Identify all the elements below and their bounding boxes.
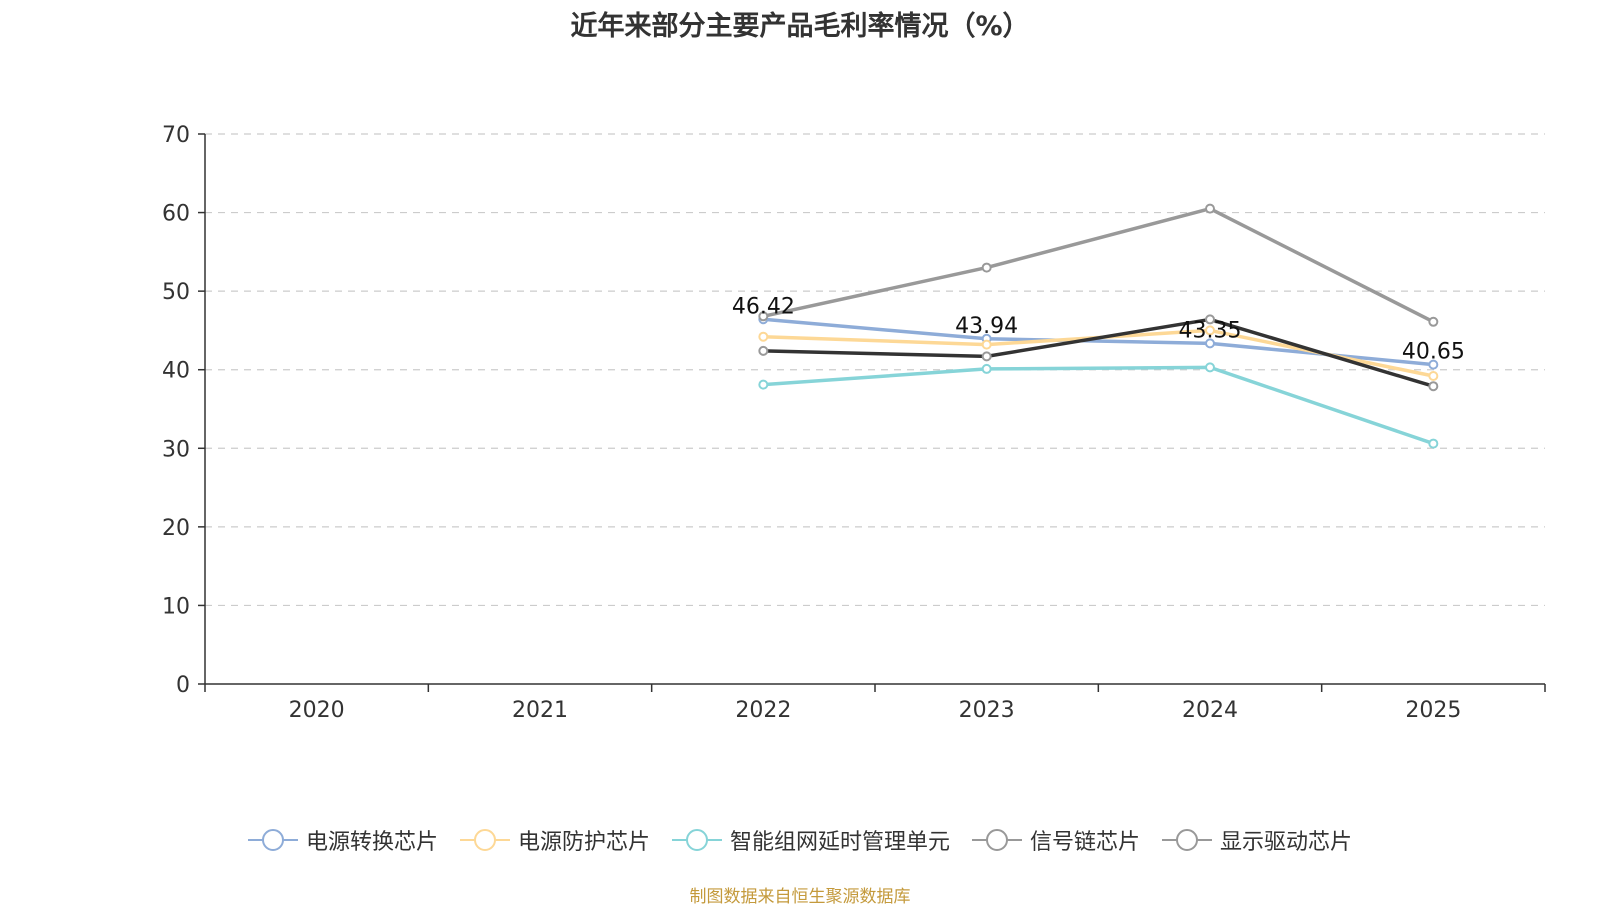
- data-point: [758, 379, 769, 390]
- series-4: [758, 314, 1439, 392]
- x-tick-label: 2020: [289, 698, 345, 723]
- data-point: [1205, 314, 1215, 325]
- legend-line-circle-icon: [1162, 829, 1213, 851]
- data-label: 46.42: [732, 294, 795, 319]
- data-point: [1428, 371, 1439, 381]
- data-point: [1428, 316, 1439, 327]
- data-point: [981, 363, 992, 374]
- y-tick-label: 40: [162, 359, 190, 384]
- legend-marker: [685, 829, 708, 851]
- x-tick-label: 2023: [959, 698, 1015, 723]
- legend-label: 电源转换芯片: [305, 830, 438, 855]
- data-point: [1428, 359, 1439, 370]
- legend-marker: [986, 829, 1008, 851]
- data-label: 43.35: [1179, 318, 1242, 343]
- source-note: 制图数据来自恒生聚源数据库: [689, 887, 911, 907]
- legend-label: 智能组网延时管理单元: [729, 830, 950, 855]
- data-point: [758, 311, 769, 322]
- data-point: [1205, 362, 1215, 373]
- y-tick-label: 10: [162, 594, 190, 619]
- data-point: [981, 262, 992, 273]
- y-tick-label: 70: [162, 123, 190, 148]
- data-point: [981, 351, 992, 362]
- legend-label: 电源防护芯片: [517, 830, 650, 855]
- x-tick-label: 2025: [1405, 698, 1461, 723]
- data-point: [1205, 325, 1215, 336]
- y-tick-label: 50: [162, 280, 190, 305]
- data-point: [981, 339, 992, 350]
- series-layer: [758, 203, 1439, 449]
- legend-label: 显示驱动芯片: [1220, 830, 1353, 855]
- x-tick-label: 2022: [735, 698, 791, 723]
- series-0: [758, 314, 1439, 370]
- grid-layer: [205, 133, 1545, 607]
- series-3: [758, 203, 1439, 327]
- series-line: [763, 317, 1434, 388]
- data-point: [1205, 338, 1215, 349]
- data-point: [1428, 438, 1439, 449]
- data-point: [1205, 203, 1215, 214]
- legend-item-networking-delay-unit[interactable]: 智能组网延时管理单元: [671, 824, 950, 856]
- data-point: [1428, 381, 1439, 392]
- x-tick-label: 2021: [512, 698, 568, 723]
- series-2: [758, 362, 1439, 449]
- series-line: [762, 206, 1435, 324]
- legend-line-circle-icon: [247, 829, 298, 851]
- legend-marker: [261, 829, 284, 851]
- legend-line-circle-icon: [671, 829, 722, 851]
- legend-marker: [473, 829, 496, 851]
- legend-item-signal-chain[interactable]: 信号链芯片: [972, 824, 1140, 856]
- data-point: [758, 331, 769, 342]
- y-tick-label: 0: [176, 673, 190, 698]
- legend-label: 信号链芯片: [1030, 830, 1141, 855]
- y-tick-label: 30: [162, 437, 190, 462]
- data-label: 43.94: [955, 314, 1018, 339]
- legend-line-circle-icon: [459, 829, 510, 851]
- legend-item-power-protection[interactable]: 电源防护芯片: [459, 824, 650, 856]
- data-label-layer: 46.42 43.94 43.35 40.65: [732, 294, 1465, 364]
- x-tick-label: 2024: [1182, 698, 1238, 723]
- legend: 电源转换芯片 电源防护芯片 智能组网延时管理单元 信号链芯片 显示驱动芯片: [0, 822, 1600, 858]
- chart-title: 近年来部分主要产品毛利率情况（%）: [570, 11, 1030, 42]
- legend-item-display-driver[interactable]: 显示驱动芯片: [1162, 824, 1352, 856]
- legend-line-circle-icon: [972, 829, 1022, 851]
- axis-layer: 0 10 20 30 40 50 60 70 2020 2021 2022 2023 2024 2025: [162, 123, 1546, 723]
- series-line: [763, 365, 1434, 446]
- legend-item-power-conversion[interactable]: 电源转换芯片: [247, 824, 438, 856]
- y-tick-label: 20: [162, 516, 190, 541]
- y-tick-label: 60: [162, 202, 190, 227]
- legend-marker: [1176, 829, 1199, 851]
- data-label: 40.65: [1402, 340, 1465, 365]
- data-point: [758, 345, 769, 356]
